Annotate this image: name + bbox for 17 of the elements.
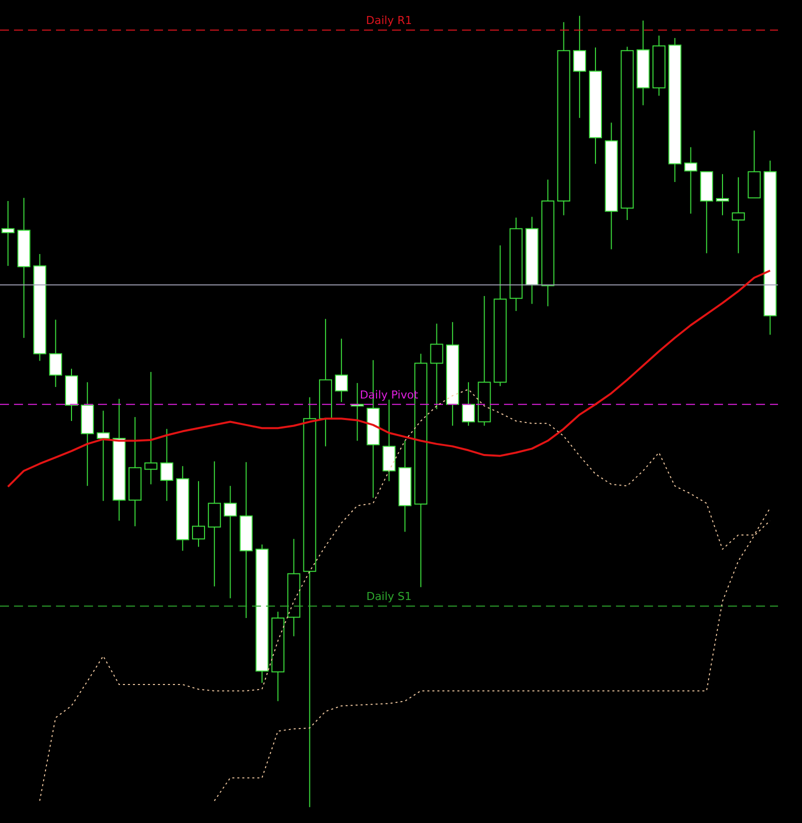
candlestick — [684, 146, 698, 214]
ref-line-label: Daily R1 — [366, 14, 412, 28]
candlestick — [334, 338, 348, 403]
candlestick — [192, 480, 206, 548]
candlestick — [462, 382, 475, 426]
candlestick — [208, 460, 221, 587]
candlestick — [96, 410, 110, 502]
ref-line-label: Daily S1 — [366, 590, 412, 604]
candlestick — [716, 174, 729, 216]
candlestick — [144, 371, 158, 485]
candlestick — [732, 176, 745, 254]
candlestick — [49, 319, 62, 388]
candlestick — [573, 15, 586, 118]
candlestick — [2, 200, 14, 266]
candlestick — [224, 485, 237, 599]
candlestick — [160, 428, 174, 502]
candlestick — [430, 323, 444, 410]
